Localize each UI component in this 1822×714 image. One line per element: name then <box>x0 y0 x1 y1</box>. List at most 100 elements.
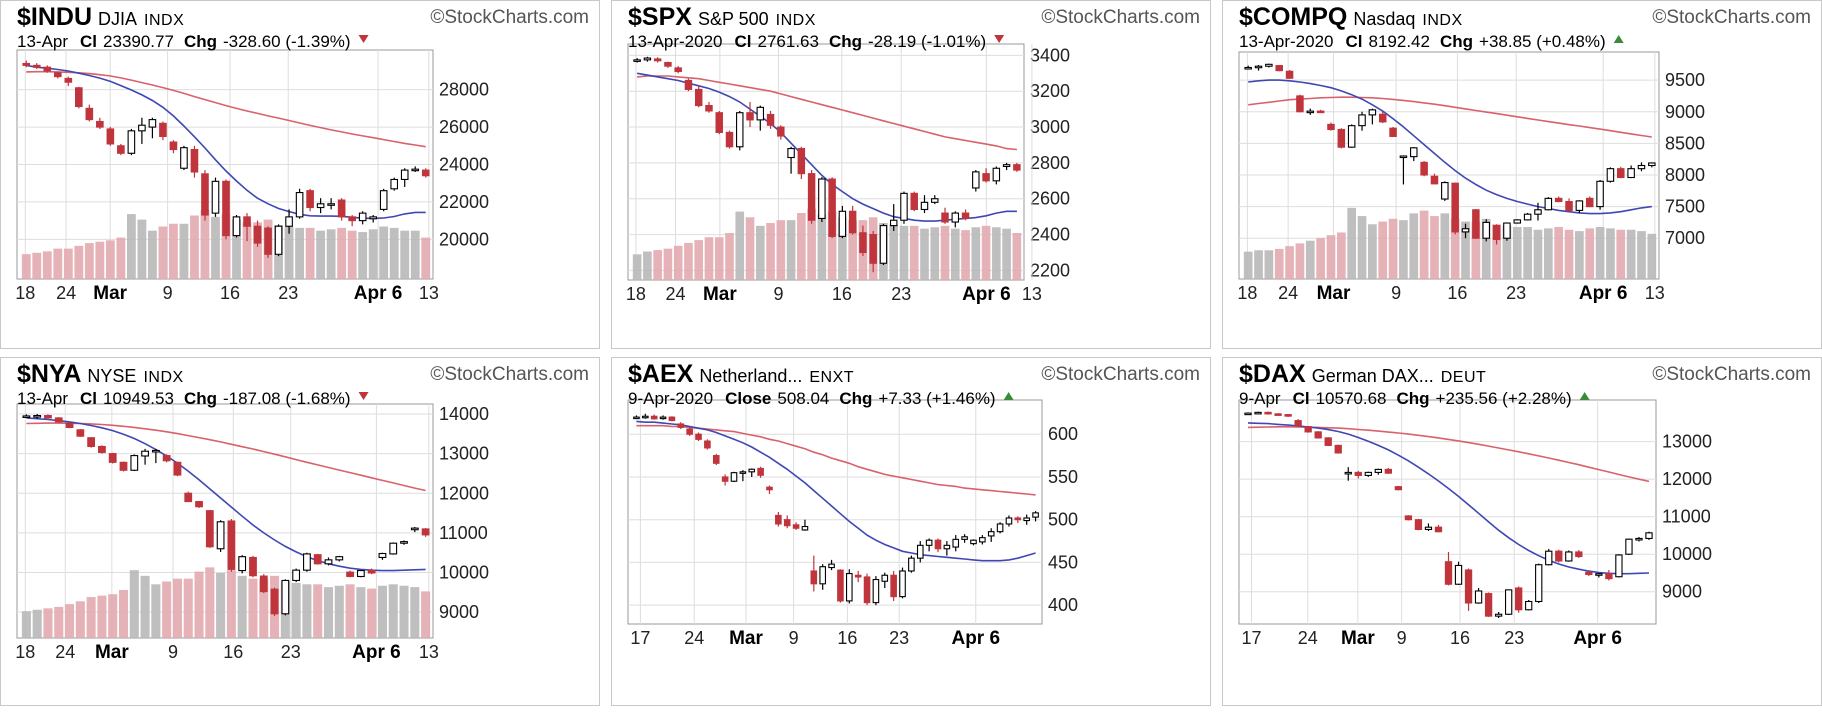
candle[interactable] <box>1410 147 1418 162</box>
candle[interactable] <box>828 559 835 571</box>
candle[interactable] <box>1285 70 1294 79</box>
chart-panel-indu[interactable]: 28000 26000 24000 22000 20000 18 24 Mar 9 16 23 Apr… <box>0 0 600 349</box>
candle[interactable] <box>1503 222 1511 241</box>
candle[interactable] <box>1454 561 1463 585</box>
candle[interactable] <box>653 57 662 63</box>
candle[interactable] <box>872 576 880 606</box>
candle[interactable] <box>421 168 430 178</box>
candlestick-chart[interactable]: 9500 9000 8500 8000 7500 7000 18 24 Mar 9 16 23 Apr … <box>1223 1 1822 349</box>
candle[interactable] <box>848 205 857 235</box>
candle[interactable] <box>1274 413 1282 416</box>
candle[interactable] <box>659 415 667 420</box>
candle[interactable] <box>410 526 419 533</box>
candle[interactable] <box>1627 165 1635 179</box>
candle[interactable] <box>184 491 193 503</box>
candle[interactable] <box>1316 109 1325 114</box>
candle[interactable] <box>1534 202 1542 221</box>
candle[interactable] <box>677 422 685 430</box>
candle[interactable] <box>249 555 257 578</box>
candle[interactable] <box>951 211 960 228</box>
candle[interactable] <box>378 552 387 560</box>
candle[interactable] <box>941 207 949 224</box>
candle[interactable] <box>1032 511 1039 522</box>
candle[interactable] <box>1482 219 1490 242</box>
candle[interactable] <box>664 61 672 68</box>
candle[interactable] <box>1575 550 1583 558</box>
candle[interactable] <box>725 130 734 149</box>
candle[interactable] <box>879 223 888 266</box>
candle[interactable] <box>232 215 241 238</box>
candle[interactable] <box>1545 548 1553 566</box>
candle[interactable] <box>54 417 63 423</box>
candle[interactable] <box>1515 586 1523 613</box>
candle[interactable] <box>1441 181 1449 201</box>
candle[interactable] <box>313 553 322 565</box>
candle[interactable] <box>1374 468 1382 475</box>
candle[interactable] <box>1265 63 1273 68</box>
candle[interactable] <box>1389 126 1397 138</box>
candlestick-chart[interactable]: 3400 3200 3000 2800 2600 2400 2200 18 24 Mar 9 16 23… <box>612 1 1211 349</box>
candle[interactable] <box>704 439 711 450</box>
candle[interactable] <box>633 415 640 420</box>
candle[interactable] <box>1434 524 1443 533</box>
candle[interactable] <box>736 110 744 151</box>
candle[interactable] <box>44 414 52 419</box>
candle[interactable] <box>108 452 117 464</box>
candle[interactable] <box>1364 471 1372 477</box>
candle[interactable] <box>238 555 247 574</box>
candle[interactable] <box>369 215 377 223</box>
candle[interactable] <box>1523 212 1532 221</box>
candle[interactable] <box>379 188 388 212</box>
candle[interactable] <box>1002 162 1011 171</box>
candle[interactable] <box>98 445 106 454</box>
chart-panel-nya[interactable]: 14000 13000 12000 11000 10000 9000 18 24 Mar 9 16 2… <box>0 357 600 706</box>
candle[interactable] <box>227 519 236 572</box>
candle[interactable] <box>1585 196 1594 208</box>
candle[interactable] <box>358 211 367 225</box>
candle[interactable] <box>686 427 693 436</box>
candle[interactable] <box>1354 470 1362 479</box>
candle[interactable] <box>295 188 304 219</box>
candle[interactable] <box>1327 122 1335 131</box>
candle[interactable] <box>180 145 188 171</box>
candle[interactable] <box>1472 209 1480 239</box>
candle[interactable] <box>705 101 713 113</box>
candle[interactable] <box>881 572 889 589</box>
candle[interactable] <box>1464 568 1473 611</box>
candle[interactable] <box>1617 166 1625 179</box>
candle[interactable] <box>1275 64 1283 72</box>
chart-panel-aex[interactable]: 600 550 500 450 400 17 24 Mar 9 16 23 Apr 6 $AEX Neth… <box>611 357 1211 706</box>
candle[interactable] <box>1254 64 1263 71</box>
candle[interactable] <box>1492 224 1501 245</box>
candle[interactable] <box>925 538 933 552</box>
candle[interactable] <box>1615 554 1623 578</box>
candle[interactable] <box>1585 570 1593 576</box>
candle[interactable] <box>205 509 214 548</box>
candle[interactable] <box>264 226 272 259</box>
candle[interactable] <box>303 552 311 572</box>
candle[interactable] <box>1525 599 1533 611</box>
candle[interactable] <box>1535 563 1543 603</box>
candle[interactable] <box>920 195 929 214</box>
candle[interactable] <box>119 461 128 472</box>
candle[interactable] <box>934 538 942 553</box>
candle[interactable] <box>201 170 209 221</box>
candle[interactable] <box>828 177 836 239</box>
candle[interactable] <box>1645 531 1653 540</box>
candle[interactable] <box>75 86 83 109</box>
candle[interactable] <box>1414 518 1423 531</box>
candle[interactable] <box>766 485 773 495</box>
candle[interactable] <box>1504 589 1513 615</box>
candle[interactable] <box>127 128 136 156</box>
candle[interactable] <box>1023 514 1030 525</box>
candle[interactable] <box>335 555 344 562</box>
candle[interactable] <box>211 177 220 217</box>
candle[interactable] <box>783 515 791 529</box>
candle[interactable] <box>792 522 800 530</box>
candle[interactable] <box>916 541 924 563</box>
candle[interactable] <box>838 205 847 239</box>
candle[interactable] <box>961 209 970 221</box>
candle[interactable] <box>33 413 42 419</box>
candle[interactable] <box>869 230 877 273</box>
candle[interactable] <box>961 534 968 543</box>
